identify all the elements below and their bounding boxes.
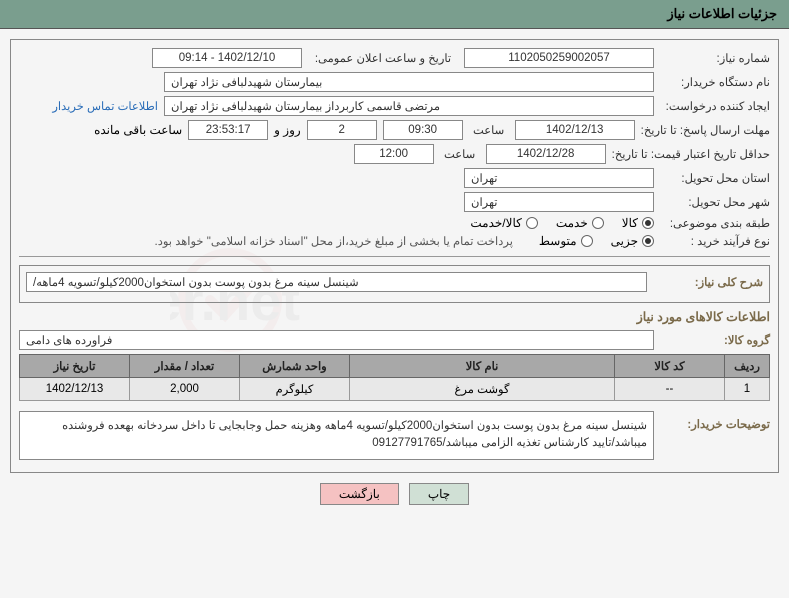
time-label-1: ساعت (469, 123, 509, 137)
buyer-desc-label: توضیحات خریدار: (660, 407, 770, 431)
radio-medium-label: متوسط (539, 234, 577, 248)
need-number-label: شماره نیاز: (660, 51, 770, 65)
page-title: جزئیات اطلاعات نیاز (667, 6, 777, 21)
requester-label: ایجاد کننده درخواست: (660, 99, 770, 113)
announce-field: 1402/12/10 - 09:14 (152, 48, 302, 68)
cell-unit: کیلوگرم (240, 378, 350, 401)
cell-name: گوشت مرغ (350, 378, 615, 401)
goods-section-title: اطلاعات کالاهای مورد نیاز (19, 309, 770, 324)
province-field: تهران (464, 168, 654, 188)
cell-code: -- (615, 378, 725, 401)
cell-idx: 1 (725, 378, 770, 401)
days-remaining-field: 2 (307, 120, 377, 140)
price-valid-date-field: 1402/12/28 (486, 144, 606, 164)
cell-qty: 2,000 (130, 378, 240, 401)
goods-table: ردیف کد کالا نام کالا واحد شمارش تعداد /… (19, 354, 770, 401)
city-field: تهران (464, 192, 654, 212)
remain-label: ساعت باقی مانده (94, 123, 182, 137)
details-panel: شماره نیاز: 1102050259002057 تاریخ و ساع… (10, 39, 779, 473)
cell-date: 1402/12/13 (20, 378, 130, 401)
goods-group-field: فراورده های دامی (19, 330, 654, 350)
reply-date-field: 1402/12/13 (515, 120, 635, 140)
th-name: نام کالا (350, 355, 615, 378)
radio-service-label: خدمت (556, 216, 588, 230)
action-buttons: چاپ بازگشت (10, 483, 779, 505)
requester-field: مرتضی قاسمی کاربرداز بیمارستان شهیدلبافی… (164, 96, 654, 116)
table-row: 1 -- گوشت مرغ کیلوگرم 2,000 1402/12/13 (20, 378, 770, 401)
price-valid-time-field: 12:00 (354, 144, 434, 164)
reply-time-field: 09:30 (383, 120, 463, 140)
category-label: طبقه بندی موضوعی: (660, 216, 770, 230)
page-header: جزئیات اطلاعات نیاز (0, 0, 789, 29)
main-container: شماره نیاز: 1102050259002057 تاریخ و ساع… (0, 29, 789, 515)
time-label-2: ساعت (440, 147, 480, 161)
th-date: تاریخ نیاز (20, 355, 130, 378)
buyer-org-field: بیمارستان شهیدلبافی نژاد تهران (164, 72, 654, 92)
category-radio-group: کالا خدمت کالا/خدمت (470, 216, 654, 230)
city-label: شهر محل تحویل: (660, 195, 770, 209)
th-row: ردیف (725, 355, 770, 378)
radio-minor[interactable] (642, 235, 654, 247)
reply-deadline-label: مهلت ارسال پاسخ: تا تاریخ: (641, 123, 770, 137)
province-label: استان محل تحویل: (660, 171, 770, 185)
radio-goods[interactable] (642, 217, 654, 229)
goods-group-label: گروه کالا: (660, 333, 770, 347)
buyer-contact-link[interactable]: اطلاعات تماس خریدار (52, 99, 158, 113)
purchase-type-radio-group: جزیی متوسط (539, 234, 654, 248)
print-button[interactable]: چاپ (409, 483, 469, 505)
radio-minor-label: جزیی (611, 234, 638, 248)
buyer-desc-field: شینسل سینه مرغ بدون پوست بدون استخوان200… (19, 411, 654, 460)
announce-label: تاریخ و ساعت اعلان عمومی: (308, 51, 458, 65)
th-qty: تعداد / مقدار (130, 355, 240, 378)
radio-goods-label: کالا (622, 216, 638, 230)
summary-field: شینسل سینه مرغ بدون پوست بدون استخوان200… (26, 272, 647, 292)
back-button[interactable]: بازگشت (320, 483, 399, 505)
summary-box: شرح کلی نیاز: شینسل سینه مرغ بدون پوست ب… (19, 265, 770, 303)
divider-1 (19, 256, 770, 257)
price-valid-label: حداقل تاریخ اعتبار قیمت: تا تاریخ: (612, 147, 770, 161)
purchase-type-label: نوع فرآیند خرید : (660, 234, 770, 248)
th-unit: واحد شمارش (240, 355, 350, 378)
radio-service[interactable] (592, 217, 604, 229)
need-number-field: 1102050259002057 (464, 48, 654, 68)
summary-label: شرح کلی نیاز: (653, 275, 763, 289)
hms-remaining-field: 23:53:17 (188, 120, 268, 140)
days-label: روز و (274, 123, 301, 137)
payment-note: پرداخت تمام یا بخشی از مبلغ خرید،از محل … (155, 234, 513, 248)
buyer-org-label: نام دستگاه خریدار: (660, 75, 770, 89)
th-code: کد کالا (615, 355, 725, 378)
radio-both[interactable] (526, 217, 538, 229)
radio-medium[interactable] (581, 235, 593, 247)
radio-both-label: کالا/خدمت (470, 216, 521, 230)
